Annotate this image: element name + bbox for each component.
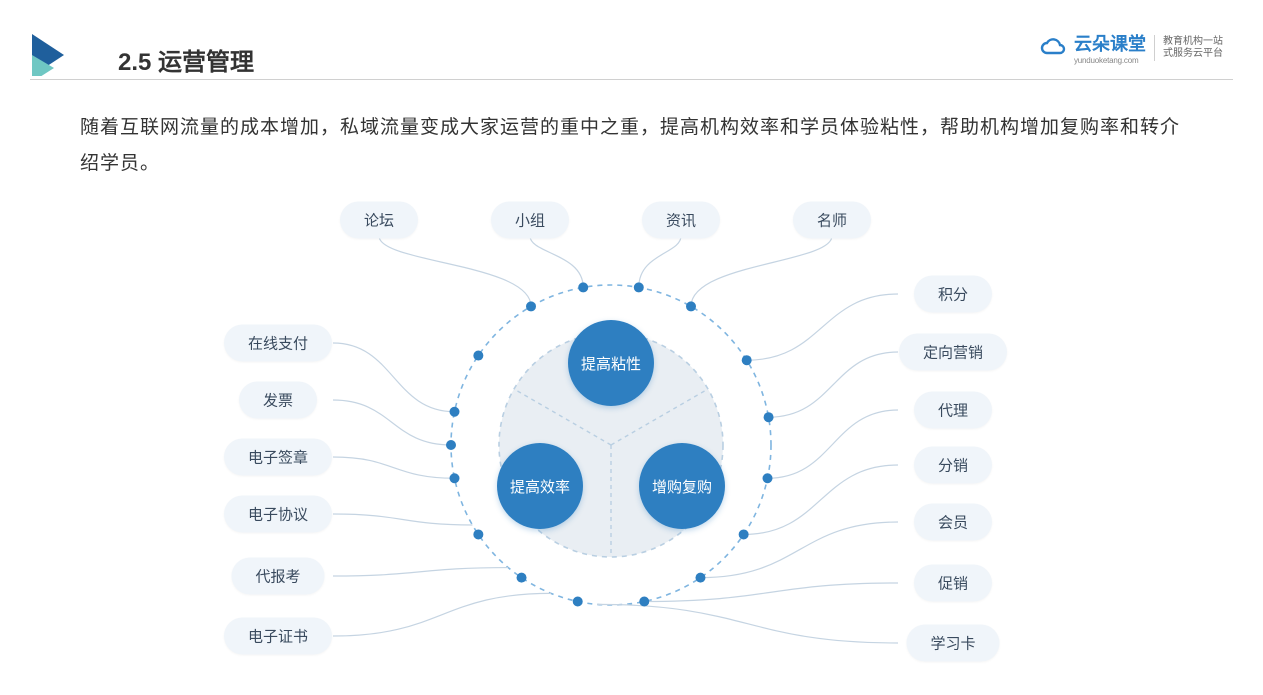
diagram-connectors [0, 0, 1263, 695]
